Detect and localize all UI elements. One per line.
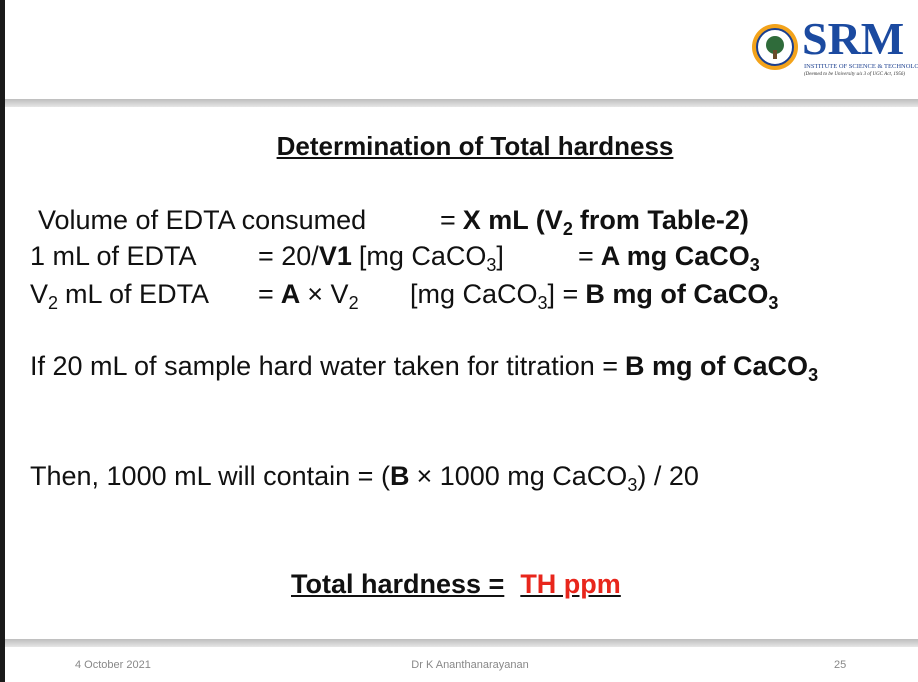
subscript: 3	[808, 365, 819, 385]
title-text: Determination of Total hardness	[276, 131, 674, 161]
subscript: 2	[562, 219, 573, 239]
text: ] =	[547, 279, 579, 309]
text: =	[578, 241, 594, 271]
logo-emblem	[752, 24, 798, 70]
text: × 1000 mg CaCO	[416, 461, 628, 491]
text: [mg CaCO	[358, 241, 487, 271]
result-value: TH ppm	[520, 569, 621, 599]
left-border	[0, 0, 5, 682]
text: 1 mL of EDTA	[30, 241, 197, 271]
text: B mg of CaCO	[625, 351, 809, 381]
subscript: 3	[486, 255, 497, 275]
text: ) / 20	[637, 461, 699, 491]
text: ]	[496, 241, 504, 271]
line: = A × V2	[258, 279, 359, 312]
line: = 20/V1 [mg CaCO3]	[258, 241, 504, 274]
author-text: Dr K Ananthanarayanan	[411, 659, 529, 671]
text: B mg of CaCO	[585, 279, 769, 309]
slide-title: Determination of Total hardness	[0, 131, 918, 161]
footer-date: 4 October 2021	[75, 659, 151, 671]
footer-page: 25	[834, 659, 847, 671]
text: V1	[318, 241, 352, 271]
subscript: 2	[348, 293, 359, 313]
header-band	[5, 99, 918, 107]
text: from Table-2)	[579, 205, 749, 235]
line: [mg CaCO3] = B mg of CaCO3	[410, 279, 778, 312]
text: × V	[307, 279, 349, 309]
subscript: 3	[537, 293, 548, 313]
logo-subtitle: INSTITUTE OF SCIENCE & TECHNOLOGY	[804, 63, 918, 70]
text: [mg CaCO	[410, 279, 538, 309]
line: Then, 1000 mL will contain = (B × 1000 mg…	[30, 461, 699, 494]
subscript: 3	[768, 293, 779, 313]
text: X mL (V	[462, 205, 563, 235]
text: mL of EDTA	[65, 279, 210, 309]
subscript: 3	[749, 255, 760, 275]
text: V	[30, 279, 49, 309]
text: Then, 1000 mL will contain = (	[30, 461, 390, 491]
line: If 20 mL of sample hard water taken for …	[30, 351, 818, 384]
line: 1 mL of EDTA	[30, 241, 197, 271]
text: A	[280, 279, 301, 309]
logo-name: SRM	[802, 13, 905, 64]
result: Total hardness = TH ppm	[291, 569, 621, 599]
text: =	[258, 279, 274, 309]
text: A mg CaCO	[600, 241, 750, 271]
footer-author: Dr K Ananthanarayanan	[0, 659, 918, 671]
line: Volume of EDTA consumed	[38, 205, 366, 235]
line: = A mg CaCO3	[578, 241, 760, 274]
footer-band	[5, 639, 918, 647]
text: If 20 mL of sample hard water taken for …	[30, 351, 619, 381]
text: B	[389, 461, 410, 491]
result-label: Total hardness =	[291, 569, 505, 599]
logo-note: (Deemed to be University u/s 3 of UGC Ac…	[804, 72, 905, 77]
line: V2 mL of EDTA	[30, 279, 210, 312]
subscript: 3	[627, 475, 638, 495]
text: =	[440, 205, 456, 235]
subscript: 2	[48, 293, 59, 313]
line: = X mL (V2 from Table-2)	[440, 205, 749, 238]
text: = 20/	[258, 241, 319, 271]
text: Volume of EDTA consumed	[38, 205, 367, 235]
